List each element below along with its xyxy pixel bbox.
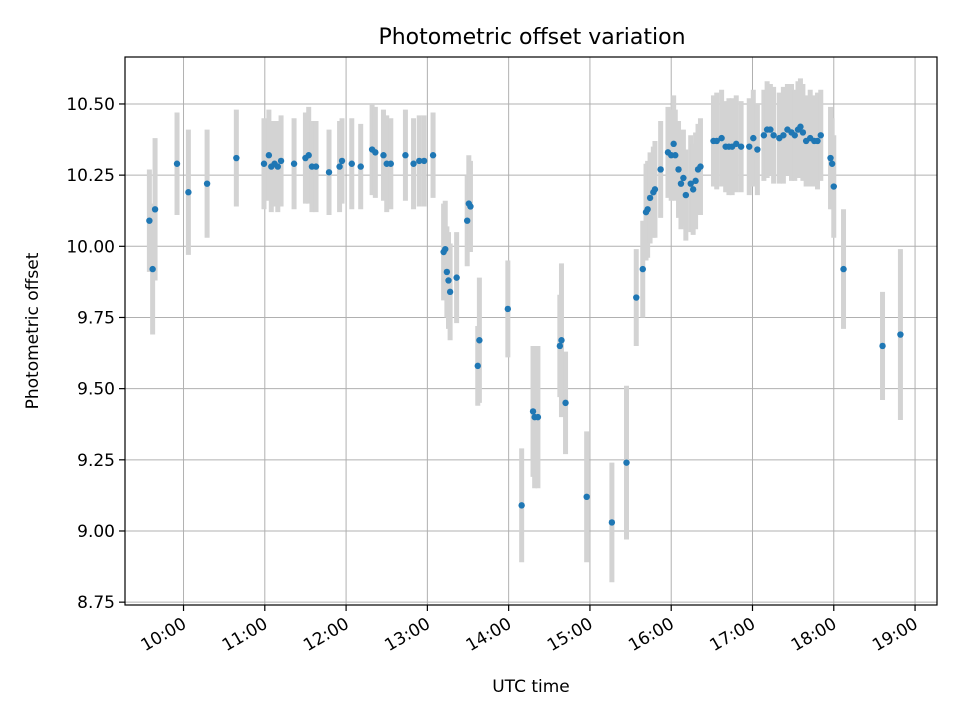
data-point xyxy=(325,169,333,176)
data-point xyxy=(529,408,537,415)
data-point xyxy=(442,245,449,253)
data-point xyxy=(312,163,320,170)
data-point xyxy=(336,163,343,170)
data-point xyxy=(718,134,725,142)
chart-title: Photometric offset variation xyxy=(378,25,685,50)
data-point xyxy=(897,331,904,338)
data-point xyxy=(651,186,659,193)
data-point xyxy=(799,129,807,136)
data-point xyxy=(633,294,640,301)
data-point xyxy=(713,137,720,145)
y-axis-ticks: 8.75 9.00 9.25 9.50 9.75 10.00 10.25 10.50 xyxy=(66,95,125,613)
data-point xyxy=(446,288,454,296)
data-point xyxy=(754,146,761,153)
data-point xyxy=(817,132,824,139)
plot-area-frame xyxy=(124,56,938,606)
data-point xyxy=(146,217,153,224)
data-point xyxy=(746,143,753,150)
data-point xyxy=(682,191,690,199)
data-point xyxy=(467,203,474,210)
data-point xyxy=(463,217,471,224)
y-tick-label: 8.75 xyxy=(77,593,115,613)
data-point xyxy=(534,413,542,421)
data-point xyxy=(750,134,757,142)
data-point xyxy=(646,194,654,202)
data-point xyxy=(504,305,512,313)
data-point xyxy=(305,152,312,159)
data-point xyxy=(380,152,387,159)
data-point xyxy=(689,186,697,193)
data-point xyxy=(760,132,768,139)
data-point xyxy=(639,265,646,273)
data-point xyxy=(416,157,423,165)
data-point xyxy=(556,342,564,350)
data-point xyxy=(608,519,616,526)
data-point xyxy=(518,502,525,509)
data-point xyxy=(770,132,777,139)
data-point xyxy=(879,342,886,350)
data-point xyxy=(692,177,699,185)
data-point xyxy=(233,154,240,162)
data-point xyxy=(443,268,451,276)
data-point xyxy=(445,277,452,284)
data-point xyxy=(476,337,483,344)
data-point xyxy=(372,149,379,156)
data-point xyxy=(173,160,181,167)
data-point xyxy=(677,180,685,187)
data-point xyxy=(733,140,740,148)
data-point xyxy=(453,274,460,281)
data-point xyxy=(338,157,346,165)
data-point xyxy=(290,160,298,167)
data-point xyxy=(791,132,798,139)
data-point xyxy=(675,166,682,173)
data-point xyxy=(737,143,745,150)
data-point xyxy=(151,206,159,213)
data-point xyxy=(814,137,821,145)
data-point xyxy=(623,459,630,466)
data-point xyxy=(657,166,664,173)
data-point xyxy=(840,265,847,273)
data-point xyxy=(562,399,569,407)
data-point xyxy=(644,206,651,213)
data-point xyxy=(348,160,355,167)
data-points xyxy=(146,123,904,526)
data-point xyxy=(670,140,677,148)
y-tick-label: 9.25 xyxy=(77,451,115,471)
data-point xyxy=(265,152,273,159)
data-point xyxy=(357,163,364,170)
y-tick-label: 9.75 xyxy=(77,308,115,328)
data-point xyxy=(429,152,437,159)
data-point xyxy=(583,493,590,501)
data-point xyxy=(797,123,804,130)
data-point xyxy=(687,180,694,187)
data-point xyxy=(260,160,268,167)
x-axis-label: UTC time xyxy=(492,677,570,697)
data-point xyxy=(185,189,192,196)
data-point xyxy=(474,362,481,370)
data-point xyxy=(830,183,837,190)
y-tick-label: 10.00 xyxy=(66,237,115,257)
data-point xyxy=(203,180,211,187)
data-point xyxy=(402,152,409,159)
data-point xyxy=(558,337,565,344)
y-axis-label: Photometric offset xyxy=(23,252,43,409)
data-point xyxy=(767,126,774,133)
data-point xyxy=(277,157,285,165)
data-point xyxy=(828,160,836,167)
data-point xyxy=(680,174,687,182)
y-tick-label: 9.50 xyxy=(77,380,115,400)
y-tick-label: 9.00 xyxy=(77,522,115,542)
data-point xyxy=(827,154,834,162)
data-point xyxy=(420,157,428,165)
data-point xyxy=(780,132,787,139)
data-point xyxy=(274,163,282,170)
data-point xyxy=(149,265,156,273)
y-tick-label: 10.25 xyxy=(66,166,115,186)
data-point xyxy=(672,152,679,159)
data-point xyxy=(697,163,704,170)
data-point xyxy=(387,160,394,167)
data-point xyxy=(410,160,417,167)
y-tick-label: 10.50 xyxy=(66,95,115,115)
